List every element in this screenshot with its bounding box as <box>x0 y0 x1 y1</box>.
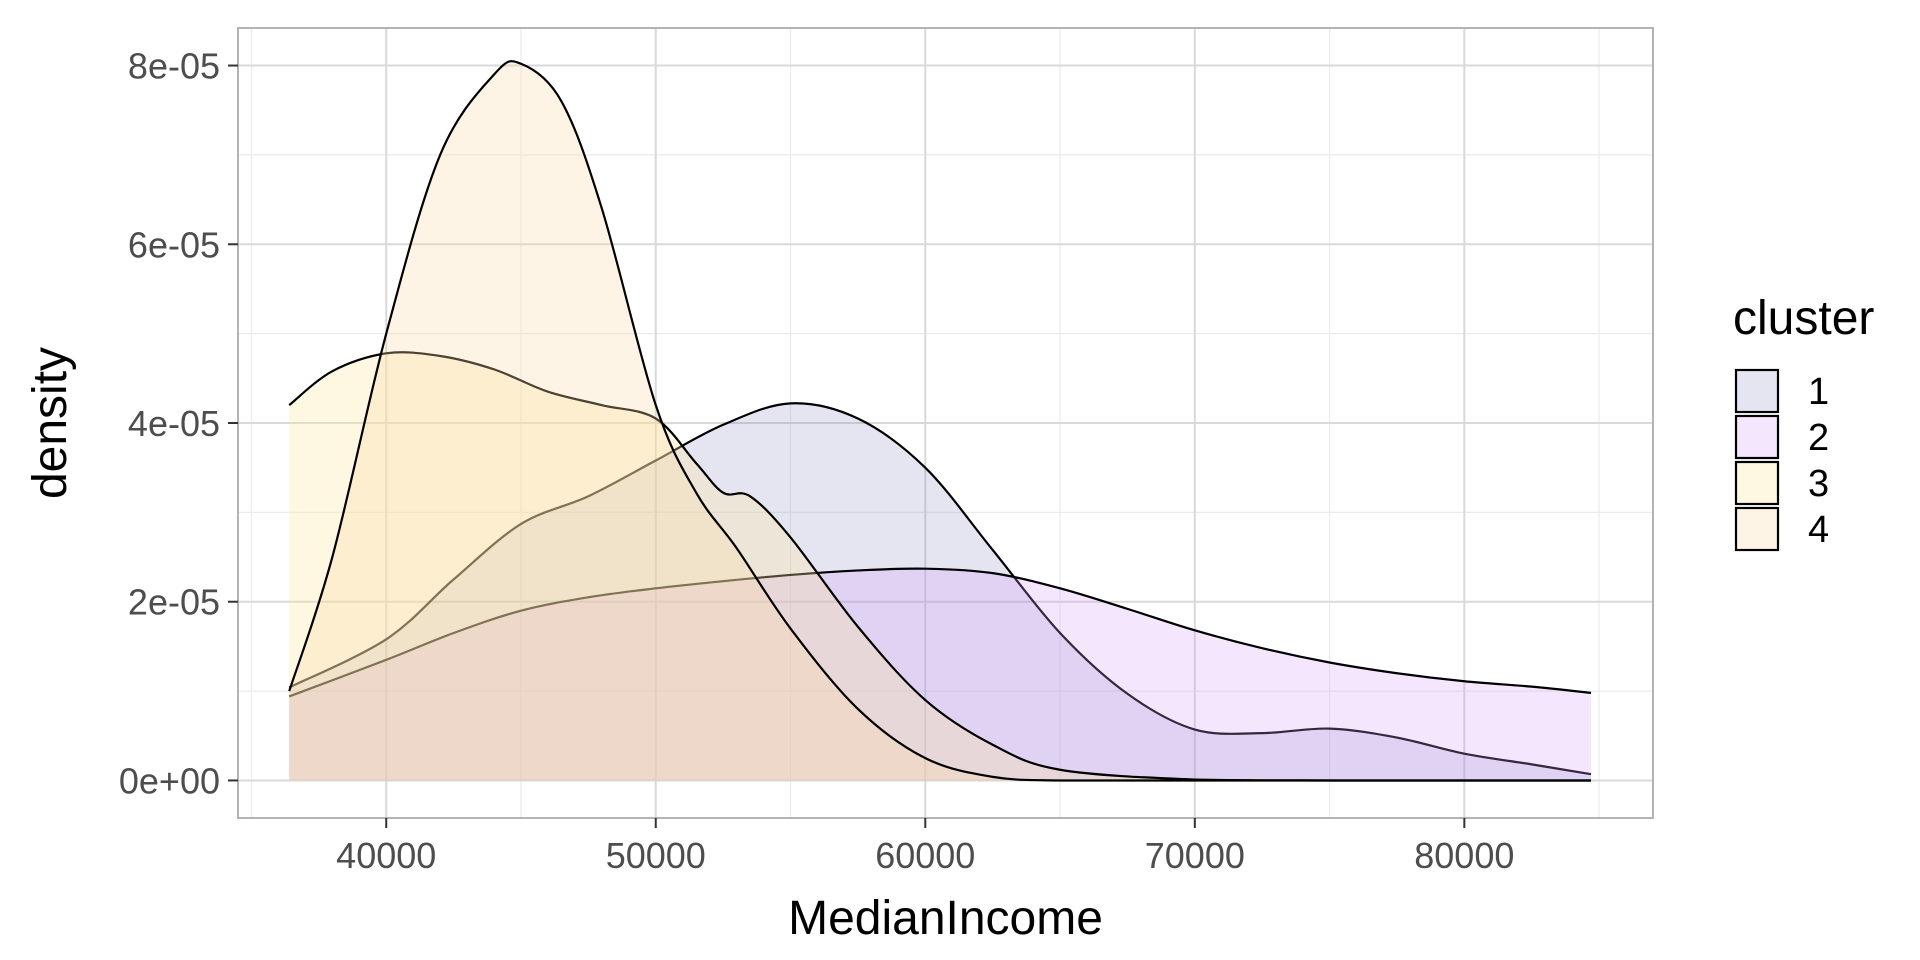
legend-label-2: 2 <box>1808 417 1829 459</box>
legend-key-2 <box>1734 414 1780 460</box>
x-axis-title: MedianIncome <box>788 892 1103 945</box>
density-area-cluster-1 <box>289 403 1592 781</box>
y-tick-label: 6e-05 <box>128 224 220 265</box>
density-areas <box>288 60 1592 782</box>
x-tick-label: 70000 <box>1145 835 1245 876</box>
major-grid <box>238 28 1653 818</box>
density-line-cluster-2 <box>288 567 1592 698</box>
legend-title: cluster <box>1733 292 1874 345</box>
y-tick-label: 0e+00 <box>119 760 220 801</box>
legend-key-3 <box>1734 460 1780 506</box>
y-axis-title: density <box>24 347 77 499</box>
x-axis: 40000 50000 60000 70000 80000 <box>336 818 1514 876</box>
legend-key-bg-3 <box>1736 462 1778 504</box>
y-axis: 0e+00 2e-05 4e-05 6e-05 8e-05 <box>119 46 238 801</box>
legend-label-3: 3 <box>1808 463 1829 505</box>
legend-key-bg-4 <box>1736 508 1778 550</box>
density-line-cluster-4 <box>288 60 1592 782</box>
density-line-cluster-1 <box>288 402 1592 776</box>
x-tick-label: 50000 <box>606 835 706 876</box>
legend-key-bg-2 <box>1736 416 1778 458</box>
x-tick-label: 60000 <box>875 835 975 876</box>
legend-label-4: 4 <box>1808 509 1829 551</box>
y-tick-label: 2e-05 <box>128 582 220 623</box>
x-tick-label: 40000 <box>336 835 436 876</box>
density-area-cluster-4 <box>289 61 1592 781</box>
legend-label-1: 1 <box>1808 371 1829 413</box>
x-tick-label: 80000 <box>1414 835 1514 876</box>
y-tick-label: 8e-05 <box>128 46 220 87</box>
density-area-cluster-3 <box>289 352 1592 781</box>
legend-key-bg-1 <box>1736 370 1778 412</box>
legend-key-1 <box>1734 368 1780 414</box>
y-tick-label: 4e-05 <box>128 403 220 444</box>
legend-key-4 <box>1734 506 1780 552</box>
density-area-cluster-2 <box>289 568 1592 781</box>
